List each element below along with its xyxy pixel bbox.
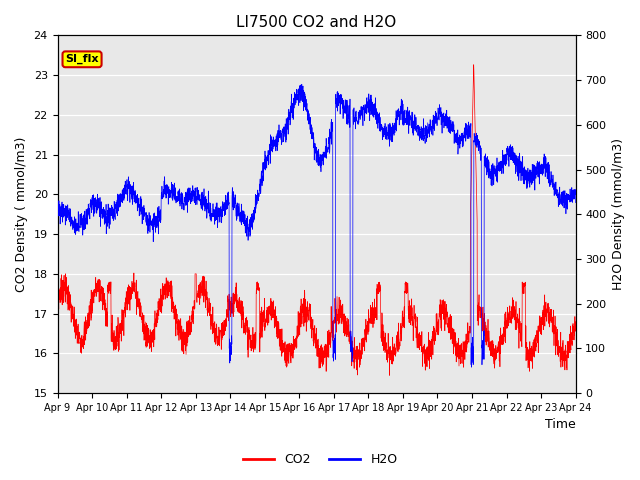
Text: SI_flx: SI_flx <box>65 54 99 64</box>
Title: LI7500 CO2 and H2O: LI7500 CO2 and H2O <box>236 15 397 30</box>
Y-axis label: CO2 Density ( mmol/m3): CO2 Density ( mmol/m3) <box>15 136 28 292</box>
X-axis label: Time: Time <box>545 419 575 432</box>
Y-axis label: H2O Density (mmol/m3): H2O Density (mmol/m3) <box>612 138 625 290</box>
Legend: CO2, H2O: CO2, H2O <box>237 448 403 471</box>
